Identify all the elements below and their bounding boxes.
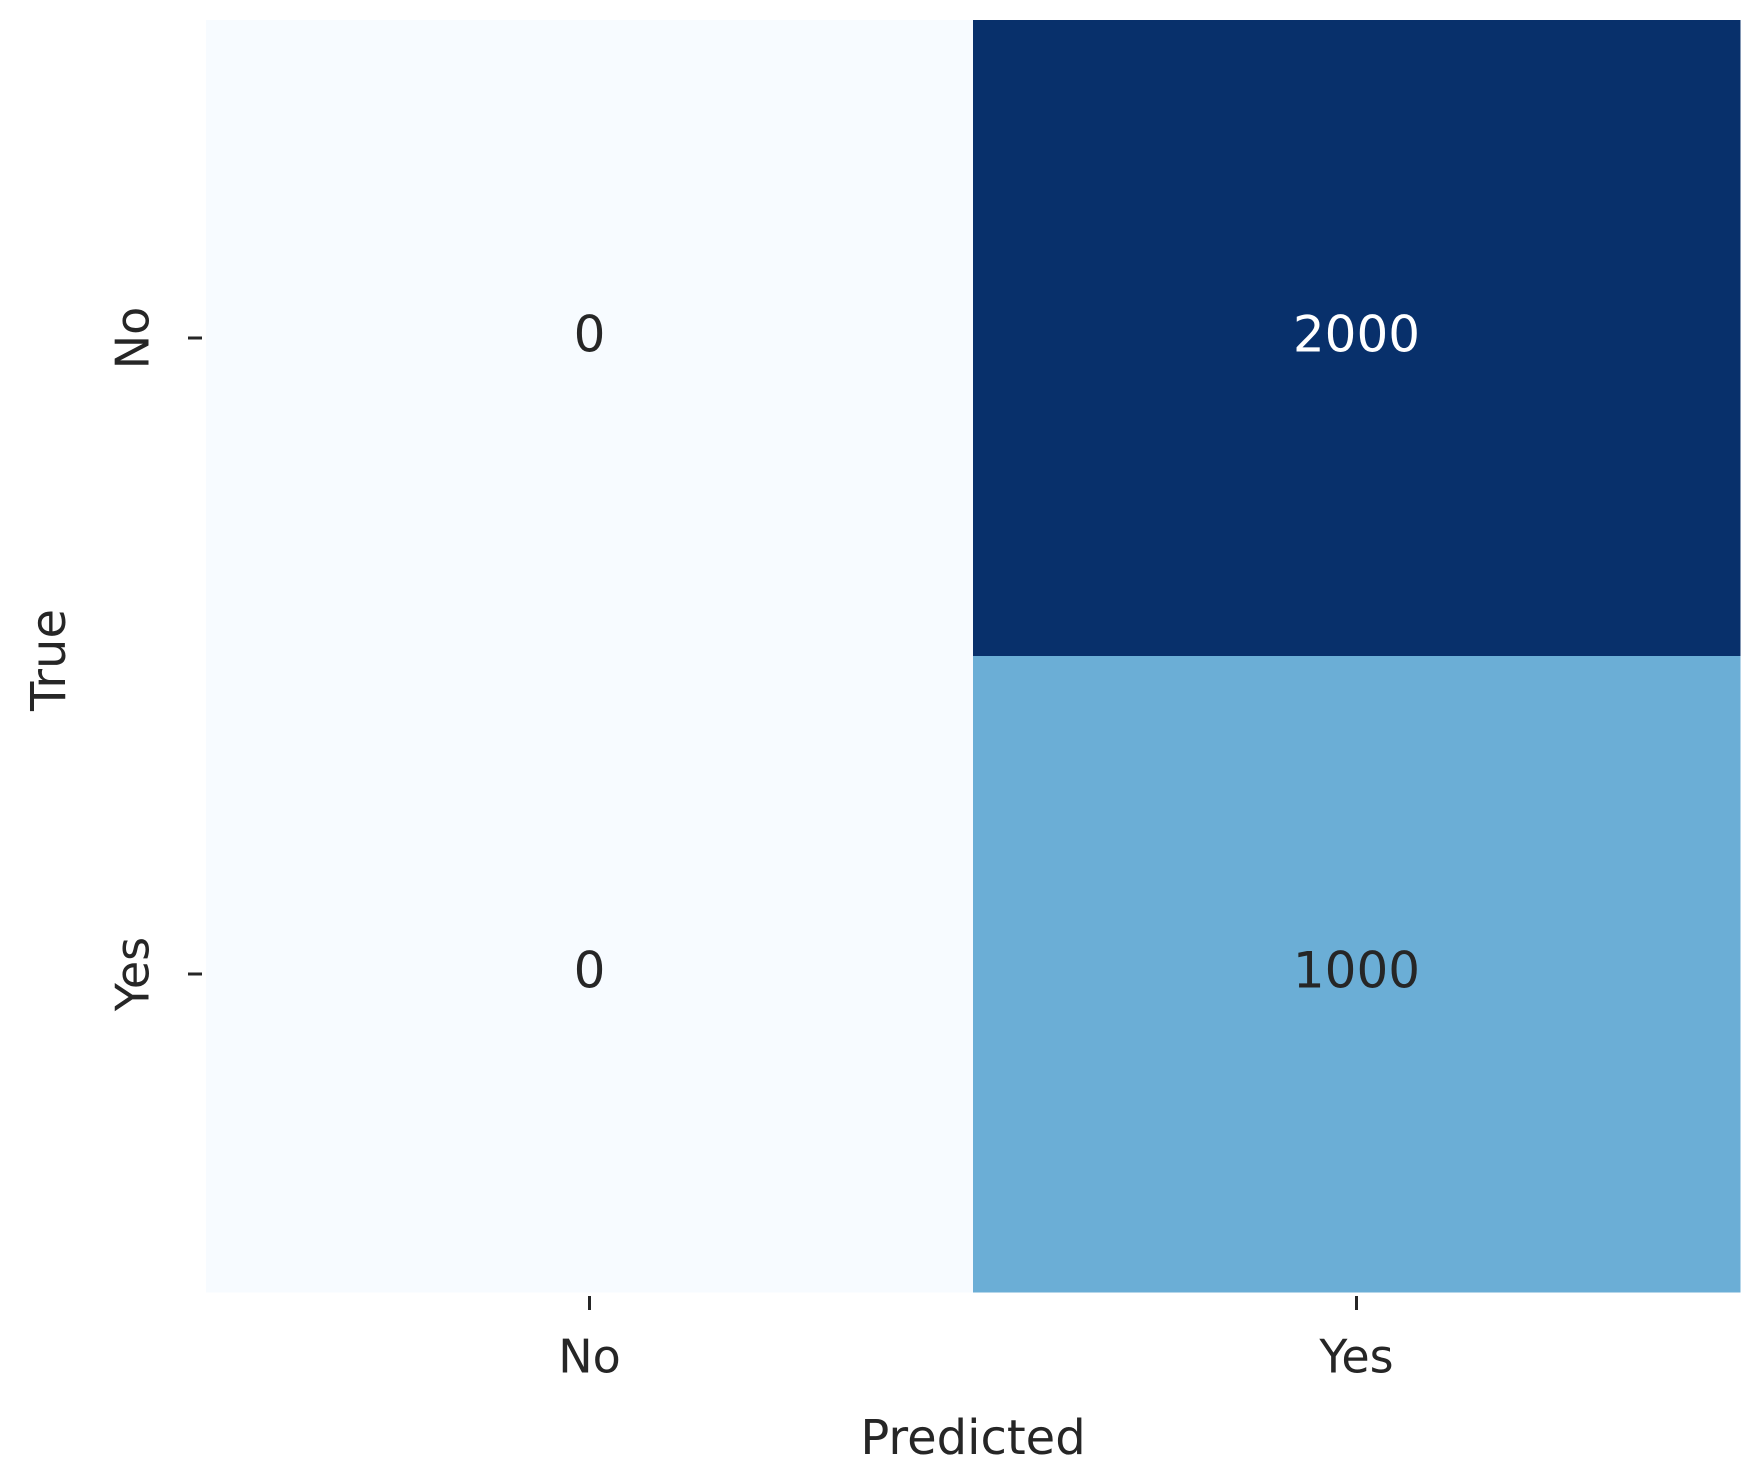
cell-label: 2000 <box>1293 306 1420 364</box>
heatmap-cell <box>973 20 1741 657</box>
cell-label: 0 <box>574 306 606 364</box>
x-tick-label: No <box>558 1330 621 1384</box>
heatmap-cell <box>206 656 974 1293</box>
cell-label: 0 <box>574 942 606 1000</box>
cell-label: 1000 <box>1293 942 1420 1000</box>
x-axis-label: Predicted <box>860 1410 1085 1466</box>
y-tick-label: Yes <box>106 937 160 1012</box>
y-tick-label: No <box>106 307 160 370</box>
heatmap-cell <box>973 656 1741 1293</box>
x-tick-label: Yes <box>1318 1330 1393 1384</box>
y-axis-label: True <box>21 609 77 712</box>
heatmap-cell <box>206 20 974 657</box>
